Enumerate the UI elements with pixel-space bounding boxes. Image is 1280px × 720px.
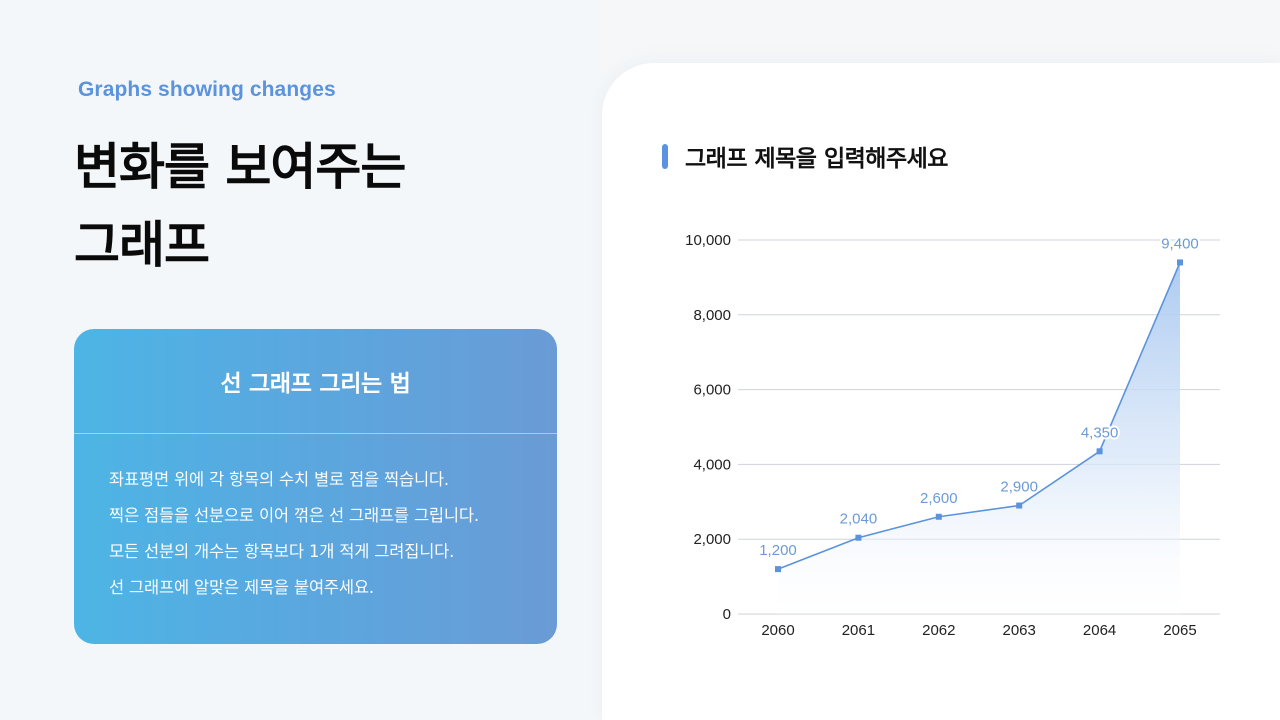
data-point-marker [775, 566, 781, 573]
eyebrow-subtitle: Graphs showing changes [78, 78, 336, 101]
page-title: 변화를 보여주는 그래프 [74, 128, 406, 284]
x-tick-label: 2065 [1163, 622, 1196, 639]
data-value-label: 2,040 [840, 511, 878, 528]
instruction-card: 선 그래프 그리는 법 좌표평면 위에 각 항목의 수치 별로 점을 찍습니다.… [74, 329, 557, 644]
data-points [775, 259, 1183, 573]
data-value-label: 1,200 [759, 542, 797, 559]
y-axis-labels: 0 2,000 4,000 6,000 8,000 10,000 [685, 232, 731, 623]
data-point-marker [935, 513, 942, 520]
chart-header: 그래프 제목을 입력해주세요 [662, 139, 948, 173]
chart-title: 그래프 제목을 입력해주세요 [685, 146, 948, 172]
data-labels: 1,200 2,040 2,600 2,900 4,350 9,400 [757, 233, 1201, 561]
chart-line [777, 262, 1181, 570]
x-tick-label: 2064 [1083, 622, 1116, 639]
y-tick-label: 0 [723, 606, 731, 623]
x-tick-label: 2063 [1003, 622, 1036, 639]
instruction-line: 모든 선분의 개수는 항목보다 1개 적게 그려집니다. [109, 542, 455, 561]
left-section: Graphs showing changes 변화를 보여주는 그래프 선 그래… [0, 0, 600, 720]
data-value-label: 2,600 [920, 490, 958, 507]
data-point-marker [1016, 502, 1023, 509]
accent-bar-icon [662, 143, 668, 169]
x-tick-label: 2062 [922, 622, 955, 639]
data-value-label: 4,350 [1081, 424, 1119, 441]
instruction-line: 선 그래프에 알맞은 제목을 붙여주세요. [109, 578, 374, 597]
page-title-line-1: 변화를 보여주는 [74, 138, 406, 196]
y-tick-label: 8,000 [693, 307, 731, 324]
instruction-line: 좌표평면 위에 각 항목의 수치 별로 점을 찍습니다. [109, 470, 449, 489]
data-point-marker [855, 534, 862, 541]
x-axis-labels: 2060 2061 2062 2063 2064 2065 [761, 622, 1196, 639]
y-tick-label: 4,000 [693, 456, 731, 473]
instruction-card-heading: 선 그래프 그리는 법 [74, 329, 557, 434]
instruction-card-body: 좌표평면 위에 각 항목의 수치 별로 점을 찍습니다. 찍은 점들을 선분으로… [74, 434, 557, 606]
chart-area-fill [778, 262, 1180, 614]
instruction-line: 찍은 점들을 선분으로 이어 꺾은 선 그래프를 그립니다. [109, 506, 479, 525]
data-value-label: 9,400 [1161, 235, 1199, 252]
y-tick-label: 2,000 [693, 531, 731, 548]
x-tick-label: 2061 [842, 622, 875, 639]
x-tick-label: 2060 [761, 622, 794, 639]
y-tick-label: 6,000 [693, 382, 731, 399]
y-tick-label: 10,000 [685, 232, 731, 249]
data-point-marker [1177, 259, 1183, 266]
page-title-line-2: 그래프 [74, 216, 210, 274]
data-value-label: 2,900 [1000, 479, 1038, 496]
data-point-marker [1096, 448, 1103, 455]
